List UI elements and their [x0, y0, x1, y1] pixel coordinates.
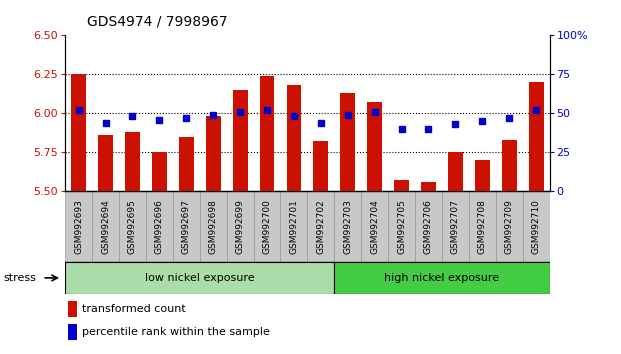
- Bar: [65, 191, 92, 262]
- Text: GSM992710: GSM992710: [532, 199, 541, 254]
- Bar: [394, 180, 409, 191]
- Bar: [125, 132, 140, 191]
- Text: GSM992696: GSM992696: [155, 199, 164, 254]
- Text: low nickel exposure: low nickel exposure: [145, 273, 255, 283]
- Bar: [68, 324, 77, 340]
- Bar: [415, 191, 442, 262]
- Bar: [92, 191, 119, 262]
- Bar: [152, 152, 167, 191]
- Text: GSM992704: GSM992704: [370, 199, 379, 254]
- Bar: [173, 191, 200, 262]
- Text: GSM992693: GSM992693: [74, 199, 83, 254]
- Bar: [71, 74, 86, 191]
- Text: GSM992703: GSM992703: [343, 199, 352, 254]
- Bar: [227, 191, 253, 262]
- Text: GSM992697: GSM992697: [182, 199, 191, 254]
- Bar: [206, 116, 220, 191]
- Bar: [442, 191, 469, 262]
- Text: GSM992705: GSM992705: [397, 199, 406, 254]
- Bar: [146, 191, 173, 262]
- Bar: [523, 191, 550, 262]
- Text: high nickel exposure: high nickel exposure: [384, 273, 499, 283]
- Bar: [367, 102, 382, 191]
- Text: GSM992709: GSM992709: [505, 199, 514, 254]
- Bar: [334, 191, 361, 262]
- Text: GDS4974 / 7998967: GDS4974 / 7998967: [87, 14, 227, 28]
- Bar: [469, 191, 496, 262]
- Text: GSM992707: GSM992707: [451, 199, 460, 254]
- Text: GSM992702: GSM992702: [316, 199, 325, 254]
- Bar: [65, 262, 334, 294]
- Bar: [200, 191, 227, 262]
- Bar: [361, 191, 388, 262]
- Text: GSM992706: GSM992706: [424, 199, 433, 254]
- Bar: [281, 191, 307, 262]
- Text: transformed count: transformed count: [82, 304, 186, 314]
- Bar: [179, 137, 194, 191]
- Bar: [334, 262, 550, 294]
- Bar: [307, 191, 334, 262]
- Bar: [388, 191, 415, 262]
- Bar: [286, 85, 301, 191]
- Bar: [68, 301, 77, 317]
- Bar: [528, 82, 543, 191]
- Text: GSM992695: GSM992695: [128, 199, 137, 254]
- Bar: [421, 182, 436, 191]
- Bar: [448, 152, 463, 191]
- Bar: [260, 76, 274, 191]
- Bar: [253, 191, 281, 262]
- Bar: [98, 135, 113, 191]
- Bar: [475, 160, 490, 191]
- Bar: [314, 141, 329, 191]
- Text: GSM992701: GSM992701: [289, 199, 299, 254]
- Text: GSM992694: GSM992694: [101, 199, 110, 254]
- Bar: [340, 93, 355, 191]
- Text: percentile rank within the sample: percentile rank within the sample: [82, 327, 270, 337]
- Bar: [496, 191, 523, 262]
- Bar: [119, 191, 146, 262]
- Bar: [233, 90, 248, 191]
- Text: GSM992700: GSM992700: [263, 199, 271, 254]
- Text: GSM992698: GSM992698: [209, 199, 218, 254]
- Bar: [502, 140, 517, 191]
- Text: GSM992699: GSM992699: [235, 199, 245, 254]
- Text: stress: stress: [3, 273, 36, 283]
- Text: GSM992708: GSM992708: [478, 199, 487, 254]
